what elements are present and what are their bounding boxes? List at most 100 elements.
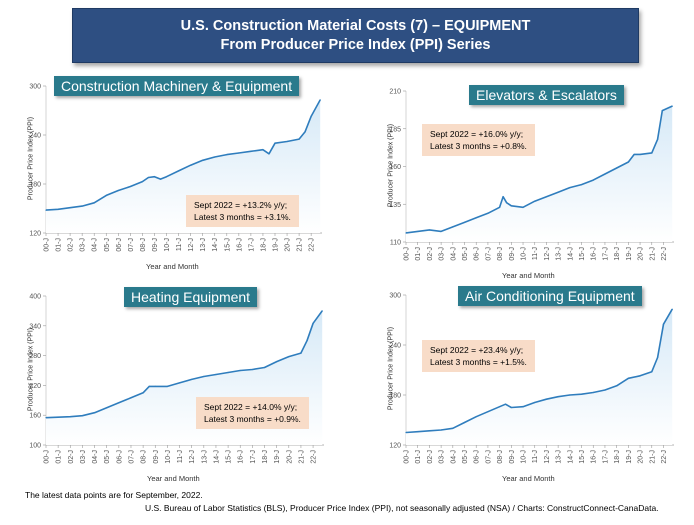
x-tick-label: 17-J (602, 450, 609, 464)
data-point (238, 152, 240, 154)
annotation-line-1: Sept 2022 = +23.4% y/y; (430, 345, 524, 355)
y-tick-label: 180 (29, 182, 41, 189)
data-point (178, 382, 181, 384)
data-point (534, 401, 536, 404)
data-point (190, 164, 192, 166)
x-tick-label: 11-J (532, 450, 539, 463)
x-tick-label: 13-J (201, 450, 208, 464)
x-tick-label: 06-J (474, 247, 481, 261)
data-point (239, 369, 241, 372)
data-point (545, 196, 548, 198)
data-point (300, 352, 302, 354)
x-tick-label: 07-J (485, 450, 492, 464)
page-title: U.S. Construction Material Costs (7) – E… (180, 17, 531, 34)
data-point (191, 378, 193, 381)
data-point (106, 407, 108, 409)
x-tick-label: 15-J (579, 450, 586, 464)
data-point (592, 179, 594, 181)
data-point (93, 412, 96, 414)
x-tick-label: 08-J (497, 247, 504, 261)
y-tick-label: 180 (389, 393, 401, 400)
annotation-box: Sept 2022 = +23.4% y/y; Latest 3 months … (422, 340, 535, 372)
y-tick-label: 210 (389, 89, 401, 96)
x-tick-label: 02-J (427, 450, 434, 464)
x-tick-label: 20-J (286, 450, 293, 464)
y-tick-label: 110 (390, 240, 401, 247)
data-point (129, 185, 131, 188)
x-tick-label: 06-J (474, 450, 481, 464)
x-tick-label: 16-J (591, 450, 598, 464)
y-tick-label: 120 (389, 443, 401, 450)
x-tick-label: 09-J (509, 450, 516, 464)
data-point (263, 366, 266, 369)
x-tick-label: 02-J (427, 247, 434, 261)
data-point (440, 230, 442, 233)
chart-title: Construction Machinery & Equipment (54, 76, 300, 96)
data-point (502, 196, 504, 198)
data-point (671, 105, 673, 107)
footer-note: The latest data points are for September… (25, 490, 203, 500)
data-point (214, 156, 216, 158)
x-tick-label: 19-J (274, 450, 281, 464)
page-subtitle: From Producer Price Index (PPI) Series (220, 36, 491, 53)
data-point (452, 427, 454, 429)
data-point (203, 375, 205, 378)
x-tick-label: 14-J (567, 247, 574, 261)
data-point (475, 217, 477, 219)
x-tick-label: 20-J (638, 450, 645, 464)
x-tick-label: 12-J (544, 450, 551, 464)
x-tick-label: 07-J (128, 238, 135, 252)
y-tick-label: 220 (29, 383, 41, 390)
chart-panel-construction-machinery: 120 180 240 300 00-J 01-J 02-J 03-J 04-J 05-J 06-J… (0, 70, 340, 300)
data-point (417, 230, 419, 233)
x-tick-label: 07-J (128, 450, 135, 464)
y-tick-label: 185 (389, 126, 401, 133)
x-tick-label: 02-J (68, 450, 75, 464)
data-point (177, 170, 180, 172)
data-point (499, 406, 501, 408)
data-point (45, 417, 47, 419)
data-point (251, 368, 253, 371)
x-tick-label: 16-J (591, 247, 598, 261)
x-tick-label: 15-J (579, 247, 586, 261)
x-tick-label: 19-J (626, 247, 633, 261)
data-point (268, 153, 270, 155)
data-point (499, 206, 501, 208)
x-tick-label: 11-J (177, 450, 184, 463)
data-point (569, 394, 571, 396)
data-point (319, 99, 321, 101)
x-tick-label: 03-J (80, 238, 87, 252)
x-tick-label: 17-J (250, 450, 257, 464)
x-tick-label: 00-J (404, 450, 411, 464)
data-point (304, 131, 306, 133)
data-point (627, 377, 629, 379)
data-point (592, 391, 594, 394)
data-point (310, 115, 312, 117)
series-line (45, 310, 323, 419)
data-point (487, 212, 489, 214)
y-axis-label: Producer Price Index (PPI) (27, 327, 35, 411)
data-point (250, 150, 252, 152)
data-point (534, 200, 536, 202)
data-point (604, 173, 606, 175)
data-point (153, 176, 156, 178)
x-tick-label: 17-J (602, 247, 609, 261)
data-point (504, 403, 507, 405)
data-point (506, 202, 508, 204)
x-tick-label: 15-J (226, 450, 233, 464)
data-point (321, 310, 323, 312)
x-axis-label: Year and Month (147, 474, 200, 483)
x-axis-label: Year and Month (502, 474, 555, 483)
chart-panel-air-conditioning: 120 180 240 300 00-J 01-J 02-J 03-J 04-J 05-J 06-J… (350, 283, 690, 513)
data-point (215, 373, 217, 376)
data-point (148, 385, 150, 387)
data-point (569, 187, 571, 189)
data-point (93, 202, 95, 204)
data-point (463, 421, 466, 424)
x-tick-label: 16-J (236, 238, 243, 252)
chart-panel-heating-equipment: 100 160 220 280 340 400 00-J 01-J 02-J 03-J 04-J 05… (0, 283, 340, 513)
x-tick-label: 18-J (260, 238, 267, 252)
x-tick-label: 12-J (189, 450, 196, 464)
x-tick-label: 02-J (68, 238, 75, 252)
x-tick-label: 05-J (462, 450, 469, 464)
